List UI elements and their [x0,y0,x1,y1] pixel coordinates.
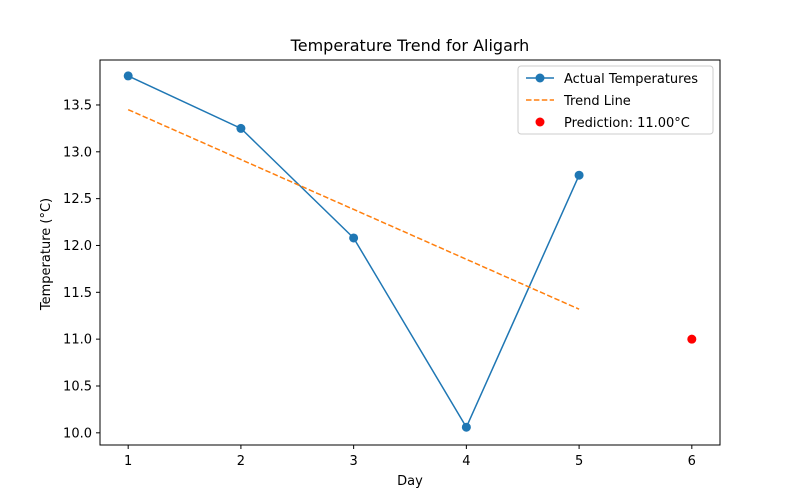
legend-swatch-prediction-marker [535,117,545,127]
x-tick-label: 5 [575,454,583,469]
y-axis-label: Temperature (°C) [39,198,54,311]
legend-box [517,65,714,135]
actual-temperature-point [123,71,133,81]
legend-label-prediction: Prediction: 11.00°C [564,116,690,131]
prediction-point [687,334,697,344]
y-tick-label: 13.5 [63,98,92,113]
x-axis-ticks: 1 2 3 4 5 6 [124,445,696,469]
legend-entry-trend-line: Trend Line [526,94,631,109]
actual-temperature-point [461,422,471,432]
y-tick-label: 11.5 [63,286,92,301]
legend-entry-actual-temperatures: Actual Temperatures [526,72,698,87]
chart-title: Temperature Trend for Aligarh [290,36,530,55]
legend: Actual Temperatures Trend Line Predictio… [517,65,714,135]
x-tick-label: 3 [349,454,357,469]
y-tick-label: 13.0 [63,145,92,160]
y-tick-label: 10.0 [63,426,92,441]
y-tick-label: 10.5 [63,379,92,394]
actual-temperature-point [349,233,359,243]
trend-line [127,108,580,310]
y-tick-label: 11.0 [63,333,92,348]
series-layer [123,71,697,432]
y-axis-ticks: 10.0 10.5 11.0 11.5 12.0 12.5 13.0 13.5 [63,98,100,441]
plot-area [99,59,721,446]
x-tick-label: 4 [462,454,470,469]
legend-swatch-actual-marker [535,73,545,83]
actual-temperature-point [236,123,246,133]
actual-temperature-point [574,170,584,180]
legend-label-trend-line: Trend Line [563,94,631,109]
x-axis-label: Day [397,474,423,489]
y-tick-label: 12.5 [63,192,92,207]
y-tick-label: 12.0 [63,239,92,254]
legend-entry-prediction: Prediction: 11.00°C [535,116,690,131]
x-tick-label: 1 [124,454,132,469]
x-tick-label: 6 [688,454,696,469]
legend-label-actual-temperatures: Actual Temperatures [564,72,698,87]
x-tick-label: 2 [237,454,245,469]
